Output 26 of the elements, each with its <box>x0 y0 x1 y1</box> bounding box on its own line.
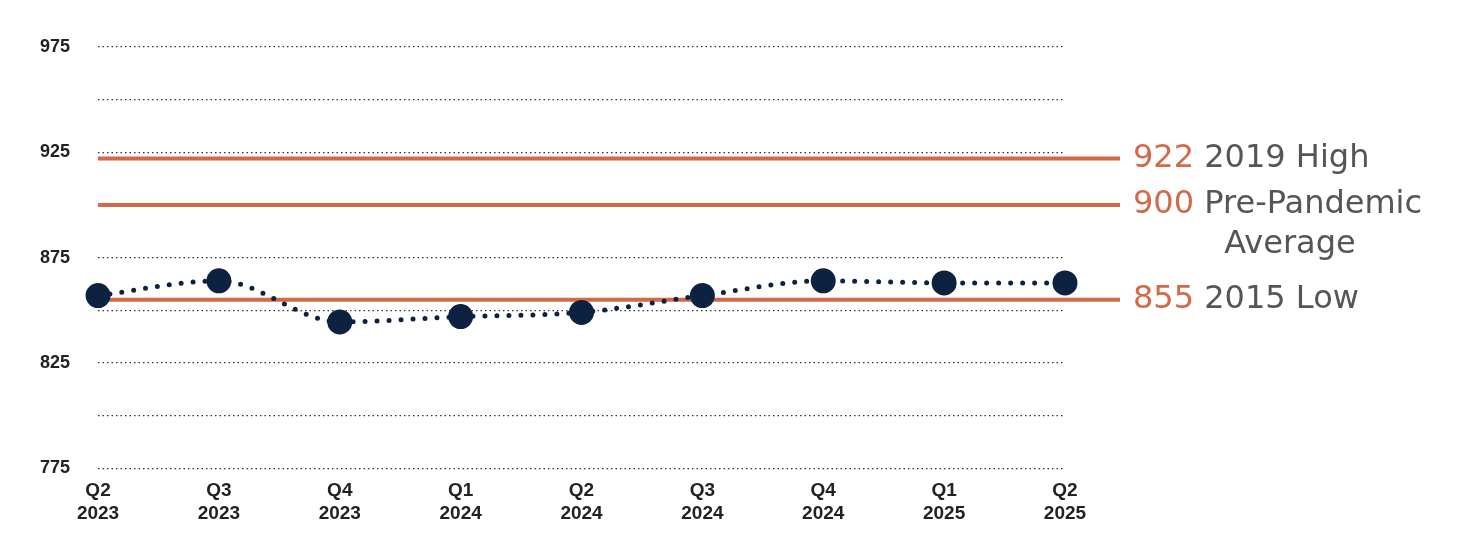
y-tick-label: 975 <box>39 35 71 56</box>
x-tick-label: Q2 2023 <box>76 479 120 523</box>
point <box>1052 270 1078 296</box>
x-tick-label: Q3 2023 <box>197 479 241 523</box>
x-tick-label: Q4 2023 <box>318 479 361 523</box>
point <box>931 270 957 296</box>
point <box>206 268 232 294</box>
x-tick-label: Q2 2024 <box>560 479 604 523</box>
point <box>810 268 836 294</box>
y-tick-label: 775 <box>39 457 71 478</box>
x-tick-label: Q1 2024 <box>439 479 483 523</box>
point <box>85 283 111 309</box>
point <box>327 309 353 335</box>
point <box>689 283 715 309</box>
y-tick-label: 925 <box>39 141 71 162</box>
ref-line-label: 900 Pre-Pandemic Average <box>1133 183 1423 262</box>
x-tick-label: Q3 2024 <box>681 479 724 523</box>
x-tick-label: Q4 2024 <box>802 479 845 523</box>
point <box>569 299 595 325</box>
y-tick-label: 875 <box>39 246 71 267</box>
x-tick-label: Q1 2025 <box>922 479 966 523</box>
ref-line-label: 922 2019 High <box>1133 136 1370 175</box>
x-tick-label: Q2 2025 <box>1043 479 1087 523</box>
ref-line-label: 855 2015 Low <box>1133 278 1359 317</box>
y-tick-label: 825 <box>39 351 71 372</box>
point <box>448 304 474 330</box>
